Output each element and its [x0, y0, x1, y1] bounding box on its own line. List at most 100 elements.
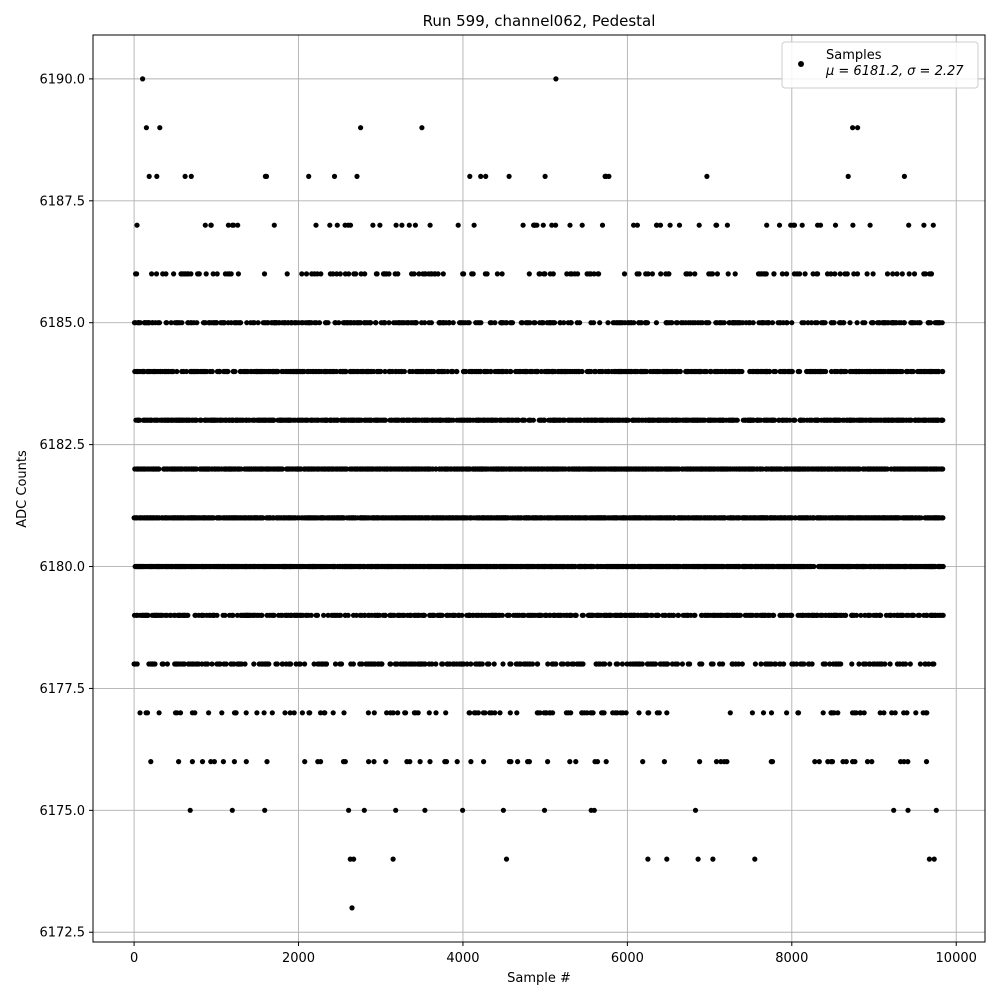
data-point [230, 612, 236, 618]
data-point [853, 612, 860, 618]
data-point [820, 710, 826, 716]
data-point [514, 710, 520, 716]
data-point [269, 710, 275, 716]
data-point [739, 661, 745, 667]
data-point [812, 759, 818, 765]
data-point [459, 612, 465, 618]
data-point [225, 368, 231, 375]
data-point [160, 661, 166, 667]
data-point [454, 759, 460, 765]
data-point [185, 612, 191, 618]
data-point [923, 759, 930, 765]
data-point [415, 710, 421, 716]
data-point [500, 807, 506, 813]
data-point [491, 661, 497, 667]
data-point [940, 417, 946, 423]
data-point [931, 856, 937, 862]
data-point [189, 759, 195, 765]
data-point [568, 710, 574, 716]
data-point [507, 710, 513, 716]
data-point [317, 710, 324, 716]
data-point [580, 612, 586, 618]
data-point [134, 661, 140, 667]
data-point [594, 759, 601, 765]
data-point [308, 612, 314, 618]
data-point [794, 661, 800, 667]
data-point [541, 807, 548, 813]
data-point [443, 759, 450, 765]
data-point [314, 612, 321, 618]
data-point [864, 759, 871, 765]
data-point [342, 759, 348, 765]
data-point [156, 466, 162, 472]
data-point [573, 759, 579, 765]
data-point [829, 759, 836, 765]
data-point [892, 710, 898, 716]
data-point [426, 710, 432, 716]
data-point [421, 612, 428, 618]
data-point [383, 759, 389, 765]
data-point [366, 759, 372, 765]
data-point [924, 710, 930, 716]
data-point [639, 661, 645, 667]
data-point [345, 612, 351, 618]
data-point [206, 710, 212, 716]
data-point [214, 612, 220, 618]
data-point [229, 807, 235, 813]
data-point [664, 710, 670, 716]
data-point [192, 710, 198, 716]
data-point [307, 710, 313, 716]
data-point [395, 710, 401, 716]
data-point [433, 710, 439, 716]
data-point [692, 612, 698, 618]
data-point [144, 710, 151, 716]
data-point [231, 759, 237, 765]
data-point [279, 466, 285, 472]
data-point [652, 661, 659, 667]
data-point [858, 612, 864, 618]
data-point [869, 759, 875, 765]
data-point [646, 710, 652, 716]
data-point [254, 710, 260, 716]
data-point [209, 661, 215, 667]
data-point [656, 710, 662, 716]
data-point [781, 661, 787, 667]
data-point [521, 612, 527, 618]
data-point [852, 759, 858, 765]
data-point [325, 612, 331, 618]
data-point [508, 661, 514, 667]
data-point [856, 661, 862, 667]
data-point [827, 661, 833, 667]
data-point [506, 612, 512, 618]
data-point [760, 710, 767, 716]
data-point [145, 612, 151, 618]
data-point [671, 612, 677, 618]
data-point [211, 759, 217, 765]
data-point [550, 710, 556, 716]
data-point [443, 710, 449, 716]
data-point [492, 710, 498, 716]
data-point [475, 710, 481, 716]
data-point [858, 710, 864, 716]
data-point [403, 710, 409, 716]
data-point [917, 661, 924, 667]
data-point [439, 612, 445, 618]
data-point [219, 710, 225, 716]
data-point [584, 710, 590, 716]
data-point [261, 710, 267, 716]
data-point [233, 710, 239, 716]
data-point [341, 710, 347, 716]
data-point [382, 612, 388, 618]
data-point [390, 710, 396, 716]
data-point [407, 759, 413, 765]
data-point [736, 661, 742, 667]
data-point [737, 612, 744, 618]
data-point [831, 710, 837, 716]
data-point [940, 612, 946, 618]
data-point [853, 710, 859, 716]
data-point [907, 661, 913, 667]
data-point [232, 368, 238, 375]
data-point [526, 759, 533, 765]
data-point [734, 417, 740, 423]
